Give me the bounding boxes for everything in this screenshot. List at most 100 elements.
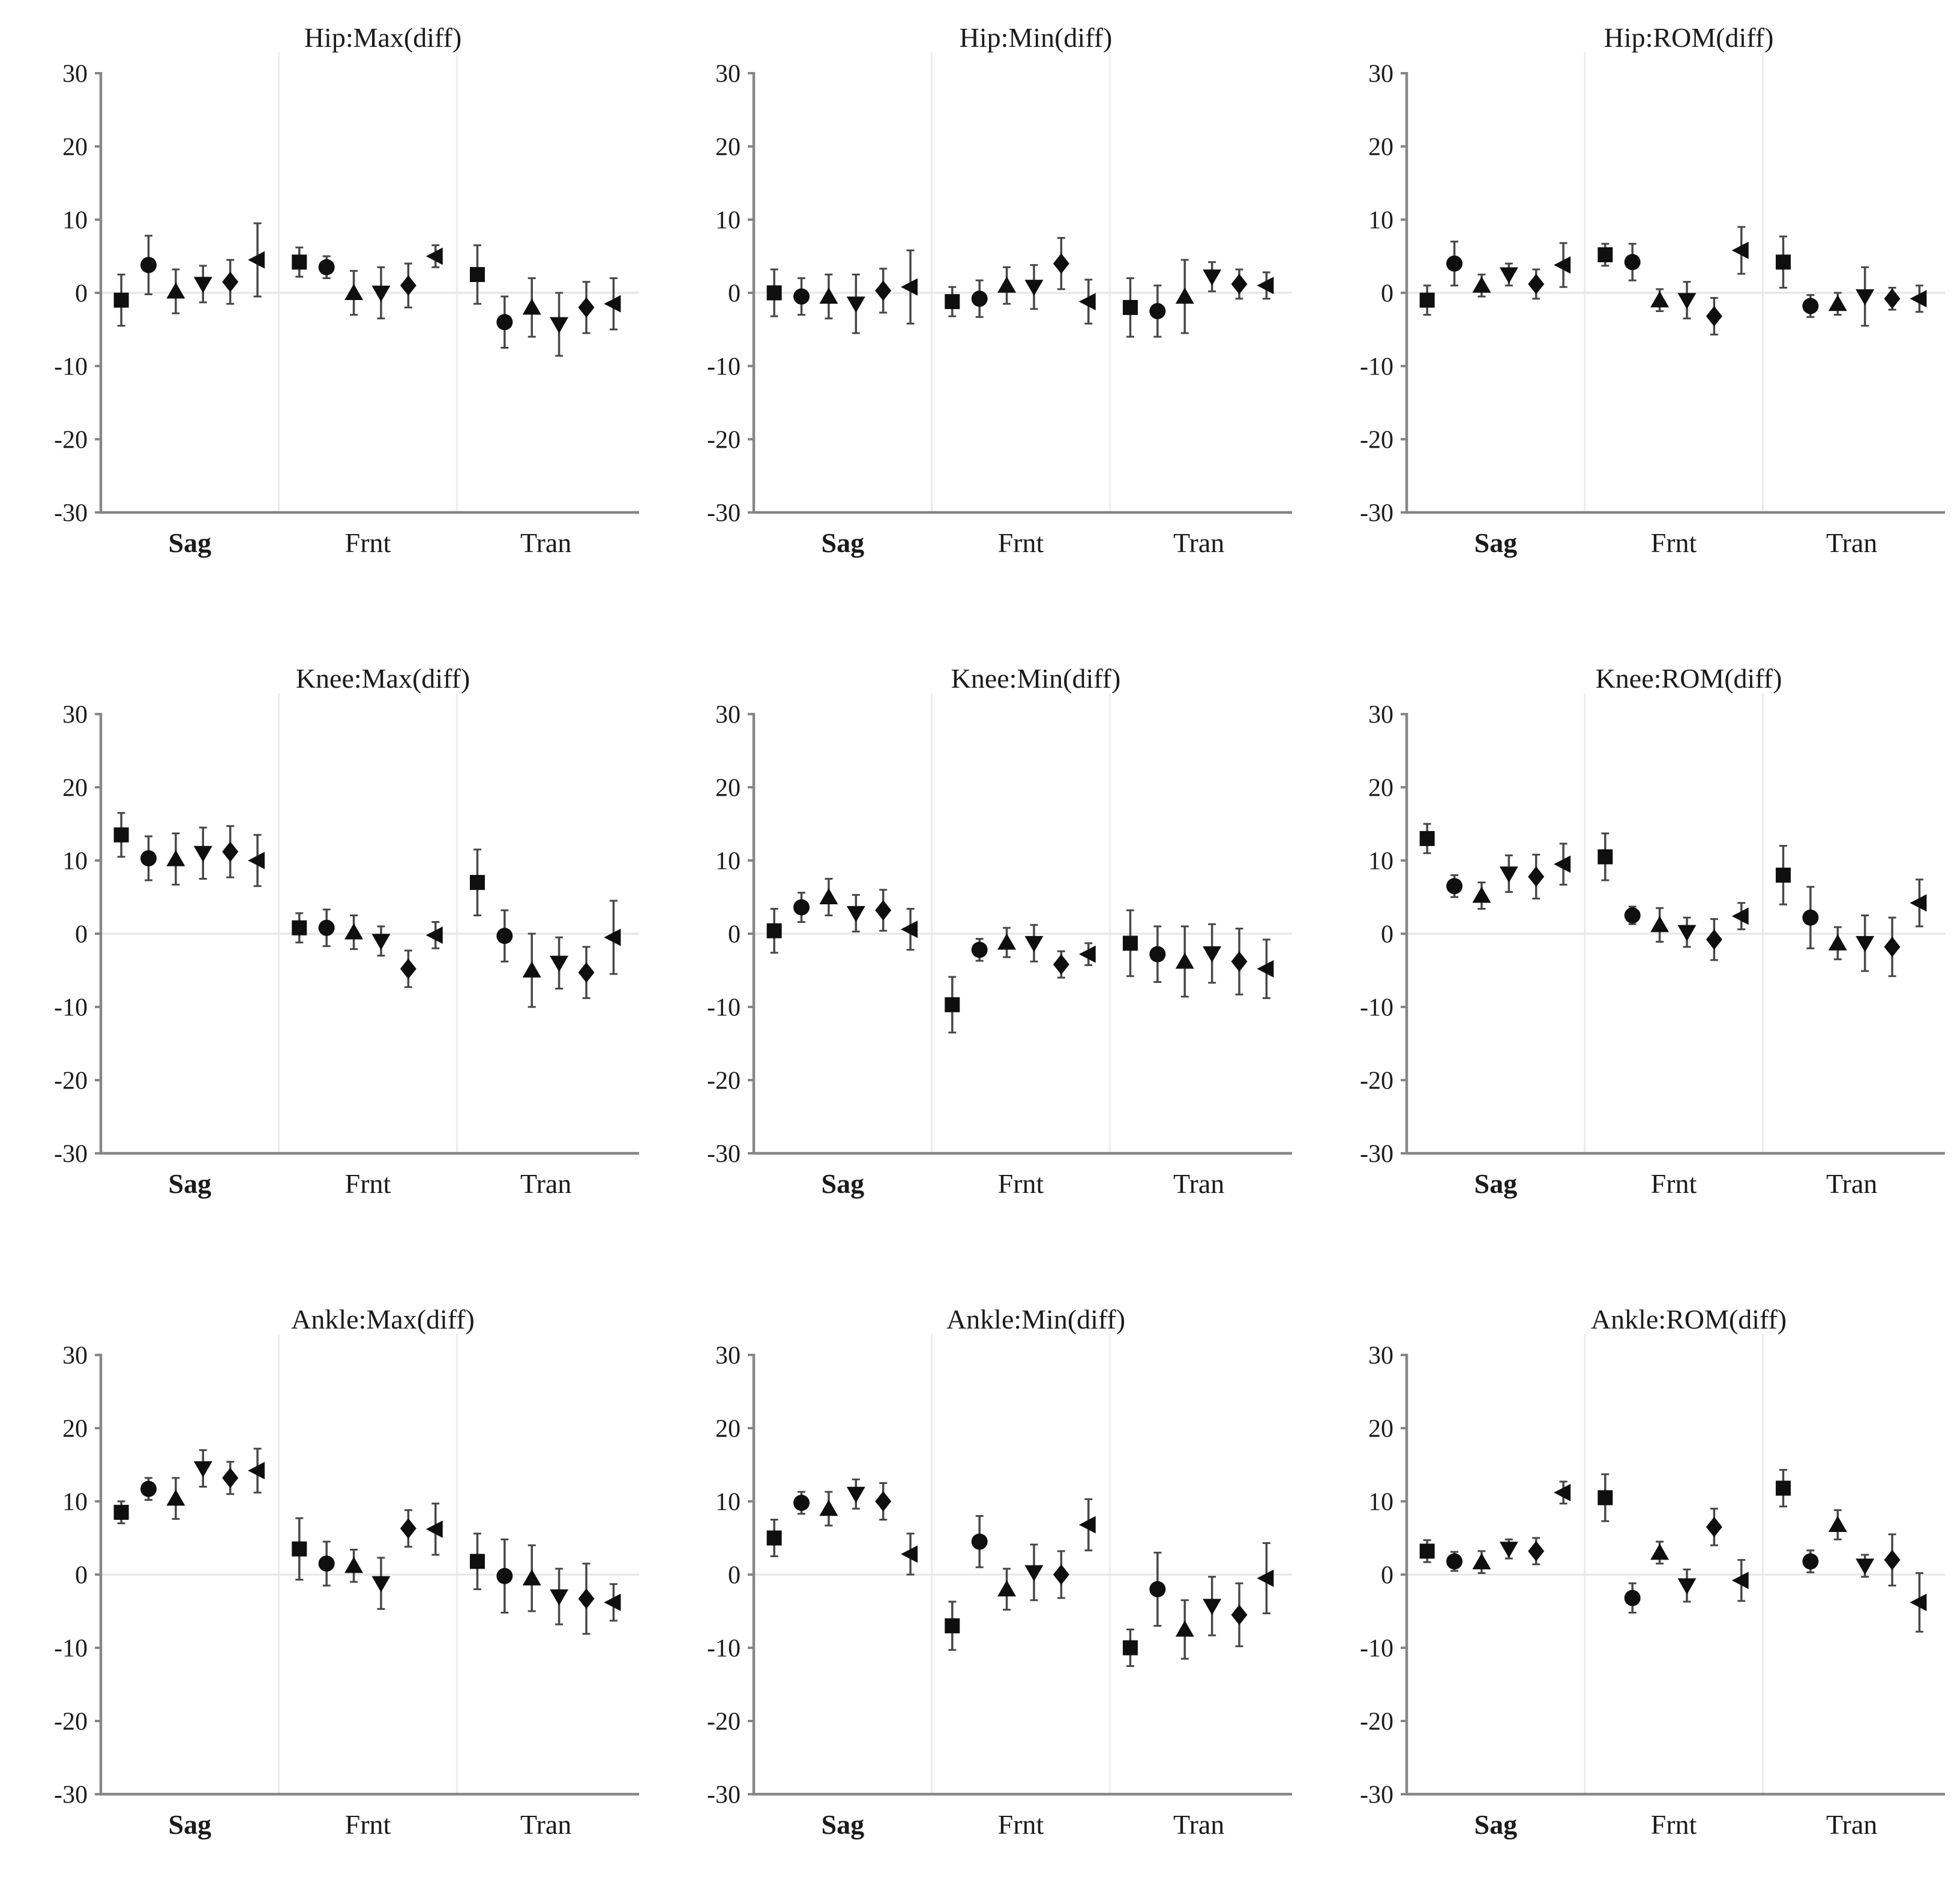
- circle-marker: [140, 1480, 157, 1497]
- diamond-marker: [1231, 951, 1248, 972]
- y-tick-label: -20: [54, 1708, 88, 1736]
- y-tick-label: -30: [1360, 1782, 1393, 1809]
- diamond-marker: [1053, 253, 1069, 274]
- triangle-up-marker: [166, 282, 185, 299]
- y-tick-label: -20: [54, 427, 88, 454]
- triangle-left-marker: [425, 926, 443, 944]
- triangle-up-marker: [1828, 934, 1847, 951]
- triangle-up-marker: [166, 1489, 185, 1506]
- triangle-down-marker: [1855, 935, 1874, 952]
- chart-panel-knee-min-diff: 30 20 10 0 -10 -20 -30 Knee:Min(diff) Sag Frnt Tra…: [664, 654, 1297, 1224]
- y-tick-label: 10: [1368, 207, 1393, 235]
- diamond-marker: [1884, 1549, 1901, 1570]
- circle-marker: [318, 1555, 335, 1572]
- circle-marker: [140, 257, 157, 274]
- circle-marker: [496, 314, 513, 331]
- triangle-down-marker: [193, 1461, 212, 1478]
- triangle-down-marker: [371, 286, 390, 302]
- triangle-left-marker: [1553, 1483, 1571, 1501]
- y-tick-label: 10: [1368, 848, 1393, 875]
- diamond-marker: [874, 280, 891, 301]
- y-tick-label: -10: [707, 1635, 741, 1663]
- chart-panel-ankle-max-diff: 30 20 10 0 -10 -20 -30 Ankle:Max(diff) Sag Frnt Tr…: [11, 1295, 644, 1865]
- chart-svg-knee-max-diff: 30 20 10 0 -10 -20 -30 Knee:Max(diff) Sag Frnt Tra…: [54, 663, 639, 1199]
- diamond-marker: [400, 958, 416, 979]
- circle-marker: [1446, 878, 1462, 895]
- triangle-left-marker: [1078, 945, 1096, 963]
- chart-title: Knee:Min(diff): [951, 663, 1120, 694]
- y-tick-label: 20: [62, 134, 88, 161]
- y-tick-label: 0: [728, 921, 741, 949]
- y-tick-label: -20: [1360, 1708, 1393, 1736]
- y-tick-label: 30: [715, 701, 741, 729]
- y-tick-label: 30: [1368, 61, 1393, 88]
- chart-panel-hip-min-diff: 30 20 10 0 -10 -20 -30 Hip:Min(diff) Sag Frnt Tran: [664, 13, 1297, 583]
- x-group-label-sag: Sag: [1474, 1168, 1517, 1199]
- triangle-down-marker: [193, 277, 212, 293]
- circle-marker: [1802, 1553, 1818, 1570]
- triangle-left-marker: [603, 928, 621, 946]
- x-group-label-tran: Tran: [1826, 527, 1877, 558]
- triangle-down-marker: [549, 317, 568, 334]
- y-tick-label: 20: [1368, 775, 1393, 802]
- triangle-down-marker: [1024, 935, 1043, 952]
- triangle-up-marker: [997, 276, 1016, 293]
- triangle-up-marker: [522, 961, 541, 978]
- square-marker: [1419, 292, 1435, 308]
- y-tick-label: -10: [707, 353, 741, 381]
- triangle-left-marker: [425, 1520, 443, 1538]
- triangle-left-marker: [1553, 855, 1571, 873]
- chart-title: Knee:ROM(diff): [1595, 663, 1782, 694]
- triangle-up-marker: [1828, 295, 1847, 311]
- diamond-marker: [1053, 1564, 1069, 1585]
- triangle-left-marker: [1731, 1572, 1749, 1590]
- y-tick-label: 0: [1381, 280, 1393, 308]
- triangle-up-marker: [1650, 916, 1669, 932]
- y-tick-label: 0: [728, 280, 741, 308]
- diamond-marker: [221, 1467, 238, 1488]
- square-marker: [1419, 830, 1435, 846]
- triangle-up-marker: [166, 850, 185, 866]
- square-marker: [113, 1504, 129, 1520]
- y-tick-label: 30: [1368, 1342, 1393, 1370]
- square-marker: [1775, 867, 1791, 883]
- chart-panel-ankle-rom-diff: 30 20 10 0 -10 -20 -30 Ankle:ROM(diff) Sag Frnt Tr…: [1317, 1295, 1950, 1865]
- y-tick-label: -10: [54, 994, 88, 1022]
- square-marker: [1122, 299, 1138, 315]
- square-marker: [1122, 935, 1138, 951]
- triangle-left-marker: [1909, 290, 1926, 308]
- x-group-label-frnt: Frnt: [997, 1809, 1044, 1840]
- square-marker: [766, 923, 782, 938]
- x-group-label-frnt: Frnt: [344, 527, 391, 558]
- diamond-marker: [1231, 1605, 1248, 1626]
- triangle-left-marker: [1256, 960, 1273, 978]
- y-tick-label: 20: [1368, 1416, 1393, 1443]
- triangle-down-marker: [846, 1486, 865, 1503]
- square-marker: [766, 285, 782, 301]
- x-group-label-tran: Tran: [1173, 527, 1224, 558]
- y-tick-label: -20: [707, 1068, 741, 1095]
- circle-marker: [496, 928, 513, 945]
- diamond-marker: [1706, 929, 1722, 950]
- square-marker: [766, 1530, 782, 1546]
- diamond-marker: [1527, 274, 1544, 295]
- triangle-left-marker: [425, 247, 443, 265]
- y-tick-label: -10: [1360, 994, 1393, 1022]
- chart-svg-ankle-max-diff: 30 20 10 0 -10 -20 -30 Ankle:Max(diff) Sag Frnt Tr…: [54, 1304, 639, 1840]
- diamond-marker: [578, 1588, 595, 1609]
- y-tick-label: 30: [715, 61, 741, 88]
- y-tick-label: 20: [62, 775, 88, 802]
- triangle-up-marker: [819, 1500, 838, 1516]
- triangle-left-marker: [1553, 256, 1571, 274]
- square-marker: [469, 875, 485, 890]
- y-tick-label: 10: [715, 1489, 741, 1516]
- triangle-down-marker: [1499, 267, 1518, 284]
- y-tick-label: 10: [715, 848, 741, 875]
- triangle-up-marker: [1472, 1553, 1491, 1570]
- x-group-label-sag: Sag: [168, 1168, 211, 1199]
- triangle-up-marker: [344, 923, 363, 940]
- triangle-down-marker: [1855, 1558, 1874, 1575]
- triangle-down-marker: [549, 1589, 568, 1606]
- chart-svg-hip-rom-diff: 30 20 10 0 -10 -20 -30 Hip:ROM(diff) Sag Frnt Tran: [1360, 22, 1945, 558]
